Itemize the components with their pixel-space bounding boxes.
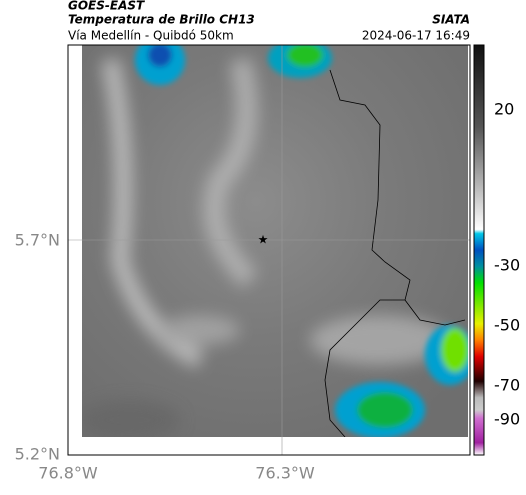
colorbar-tick: -30: [494, 256, 520, 275]
lat-label: 5.7°N: [15, 231, 60, 250]
lon-label: 76.3°W: [255, 464, 315, 483]
colorbar-ticks: 20 -30 -50 -70 -90: [494, 100, 520, 429]
colorbar-tick: -50: [494, 316, 520, 335]
datetime: 2024-06-17 16:49: [362, 29, 470, 43]
colorbar-tick: -70: [494, 376, 520, 395]
location-marker: ★: [258, 233, 269, 247]
lat-label: 5.2°N: [15, 445, 60, 464]
satellite-image: [82, 45, 468, 437]
colorbar-tick: 20: [494, 100, 514, 119]
subtitle: Vía Medellín - Quibdó 50km: [68, 29, 234, 43]
map-frame: [67, 44, 471, 456]
lon-label: 76.8°W: [38, 464, 98, 483]
title: Temperatura de Brillo CH13: [68, 13, 255, 27]
source: GOES-EAST: [68, 0, 145, 13]
colorbar: [473, 44, 485, 456]
header: GOES-EAST Temperatura de Brillo CH13 SIA…: [68, 0, 470, 43]
colorbar-tick: -90: [494, 410, 520, 429]
agency: SIATA: [432, 13, 470, 27]
